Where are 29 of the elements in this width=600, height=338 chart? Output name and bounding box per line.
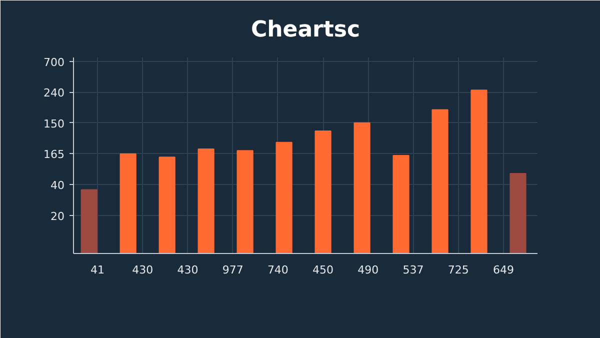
bar	[510, 172, 526, 254]
text: 700	[44, 56, 65, 69]
text: 430	[177, 264, 198, 276]
bar	[158, 156, 176, 254]
chart-title: Cheartsc	[250, 18, 360, 42]
bar	[392, 155, 410, 254]
text: 977	[222, 264, 244, 276]
bar	[354, 122, 370, 254]
text: 490	[358, 264, 379, 276]
text: 740	[267, 264, 288, 276]
bar	[470, 90, 488, 254]
bar	[236, 150, 254, 254]
bar	[120, 153, 136, 254]
text: 20	[50, 210, 65, 223]
text: 41	[90, 264, 104, 276]
text: 150	[44, 117, 65, 130]
text: 165	[44, 148, 65, 162]
text: 649	[493, 264, 514, 276]
text: 450	[312, 264, 334, 276]
text: 725	[448, 264, 469, 276]
text: 537	[402, 264, 424, 276]
text: 40	[50, 179, 65, 192]
bar	[432, 109, 448, 254]
bar	[80, 189, 98, 254]
text: 430	[132, 264, 154, 276]
bar	[314, 130, 332, 254]
text: 240	[44, 86, 65, 100]
bar	[198, 148, 214, 254]
bar	[276, 142, 292, 254]
